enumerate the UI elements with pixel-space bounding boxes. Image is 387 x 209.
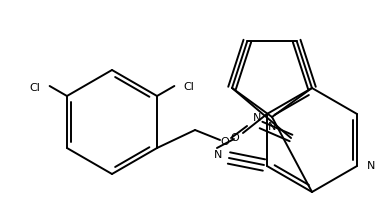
Text: O: O: [221, 137, 229, 147]
Text: N: N: [214, 150, 222, 160]
Text: O: O: [230, 133, 239, 143]
Text: Cl: Cl: [30, 83, 41, 93]
Text: N: N: [253, 113, 261, 123]
Text: N: N: [367, 161, 375, 171]
Text: Cl: Cl: [183, 82, 194, 92]
Text: N: N: [268, 122, 276, 132]
